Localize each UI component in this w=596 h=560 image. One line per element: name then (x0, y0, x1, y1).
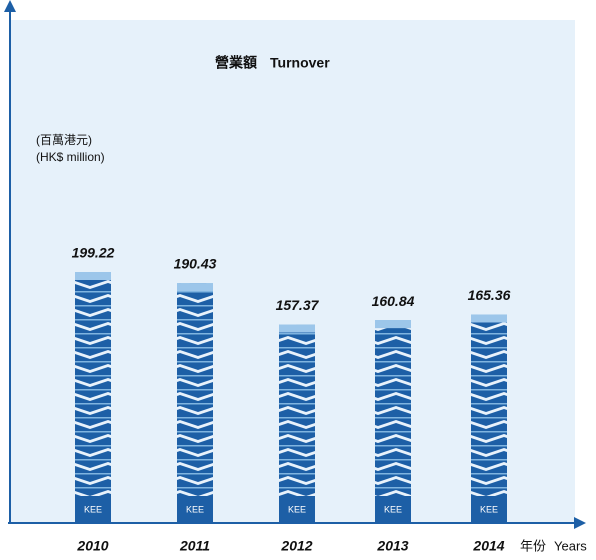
value-label: 160.84 (372, 293, 415, 309)
x-arrow (574, 517, 586, 529)
value-label: 165.36 (468, 287, 511, 303)
bar (279, 324, 315, 522)
bar (177, 283, 213, 522)
x-tick-label: 2012 (280, 538, 312, 554)
bar-cap (177, 283, 213, 292)
y-arrow (4, 0, 16, 12)
x-axis-label-en: Years (554, 538, 587, 553)
bar-badge: KEE (186, 504, 204, 514)
bar (75, 272, 111, 522)
x-tick-label: 2014 (472, 538, 504, 554)
bar-badge: KEE (288, 504, 306, 514)
value-label: 157.37 (276, 297, 320, 313)
x-axis-label: 年份 (520, 538, 546, 553)
bar (471, 314, 507, 522)
bar-cap (279, 324, 315, 333)
bar-base (279, 496, 315, 522)
value-label: 190.43 (174, 256, 217, 272)
value-label: 199.22 (72, 245, 115, 261)
bar-base (177, 496, 213, 522)
x-tick-label: 2010 (76, 538, 108, 554)
bar-cap (75, 272, 111, 280)
bar-badge: KEE (84, 504, 102, 514)
y-axis-label: (百萬港元) (36, 133, 92, 147)
bar-cap (375, 320, 411, 329)
bar-badge: KEE (384, 504, 402, 514)
bar-base (375, 496, 411, 522)
bar-cap (471, 314, 507, 323)
x-tick-label: 2013 (376, 538, 408, 554)
chart-subtitle: Turnover (270, 55, 330, 71)
bar-badge: KEE (480, 504, 498, 514)
y-axis-label-en: (HK$ million) (36, 150, 105, 164)
bar (375, 320, 411, 522)
x-tick-label: 2011 (179, 538, 210, 554)
bar-base (471, 496, 507, 522)
bar-base (75, 496, 111, 522)
chart-title: 營業額 (215, 55, 257, 71)
